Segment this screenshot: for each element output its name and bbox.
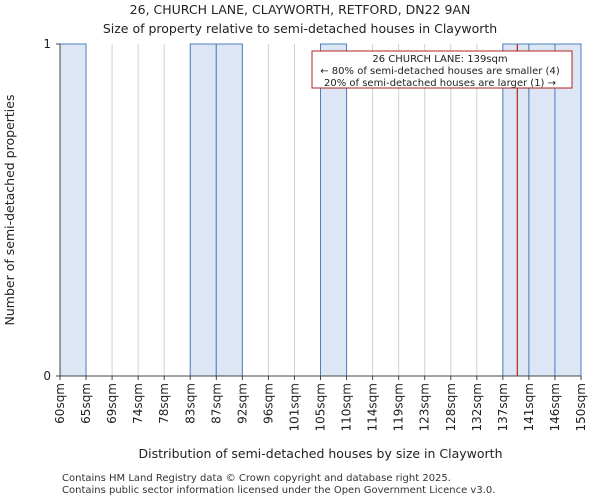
x-tick-label: 78sqm bbox=[157, 383, 171, 424]
histogram-bar bbox=[502, 43, 530, 377]
x-tick-label: 123sqm bbox=[418, 383, 432, 431]
x-axis-label: Distribution of semi-detached houses by … bbox=[138, 446, 502, 461]
x-tick-label: 92sqm bbox=[235, 383, 249, 424]
annotation-box bbox=[311, 50, 573, 89]
x-tick-label: 101sqm bbox=[287, 383, 301, 431]
x-tick-label: 87sqm bbox=[209, 383, 223, 424]
y-axis-label: Number of semi-detached properties bbox=[2, 95, 17, 326]
x-tick-label: 141sqm bbox=[522, 383, 536, 431]
y-tick-label: 0 bbox=[43, 369, 51, 383]
x-tick-label: 128sqm bbox=[444, 383, 458, 431]
x-tick-label: 74sqm bbox=[131, 383, 145, 424]
chart-subtitle: Size of property relative to semi-detach… bbox=[102, 21, 498, 36]
x-tick-label: 69sqm bbox=[105, 383, 119, 424]
x-tick-label: 114sqm bbox=[366, 383, 380, 431]
x-tick-label: 132sqm bbox=[470, 383, 484, 431]
x-tick-label: 110sqm bbox=[340, 383, 354, 431]
x-tick-label: 137sqm bbox=[496, 383, 510, 431]
x-tick-label: 83sqm bbox=[183, 383, 197, 424]
histogram-bar bbox=[189, 43, 217, 377]
footer-licence: Contains public sector information licen… bbox=[62, 485, 496, 496]
annotation-text: 20% of semi-detached houses are larger (… bbox=[324, 78, 556, 89]
histogram-bar bbox=[59, 43, 87, 377]
y-tick-label: 1 bbox=[43, 37, 51, 51]
histogram-bar bbox=[215, 43, 243, 377]
x-tick-label: 146sqm bbox=[548, 383, 562, 431]
x-tick-label: 96sqm bbox=[261, 383, 275, 424]
annotation-text: ← 80% of semi-detached houses are smalle… bbox=[320, 66, 560, 77]
annotation-text: 26 CHURCH LANE: 139sqm bbox=[372, 54, 507, 65]
x-tick-label: 105sqm bbox=[314, 383, 328, 431]
x-tick-label: 150sqm bbox=[574, 383, 588, 431]
x-tick-label: 119sqm bbox=[392, 383, 406, 431]
x-tick-label: 65sqm bbox=[79, 383, 93, 424]
histogram-bar bbox=[320, 43, 348, 377]
histogram-bar bbox=[528, 43, 556, 377]
x-tick-label: 60sqm bbox=[53, 383, 67, 424]
histogram-bar bbox=[554, 43, 582, 377]
chart-title: 26, CHURCH LANE, CLAYWORTH, RETFORD, DN2… bbox=[129, 2, 471, 17]
footer-copyright: Contains HM Land Registry data © Crown c… bbox=[62, 473, 451, 484]
